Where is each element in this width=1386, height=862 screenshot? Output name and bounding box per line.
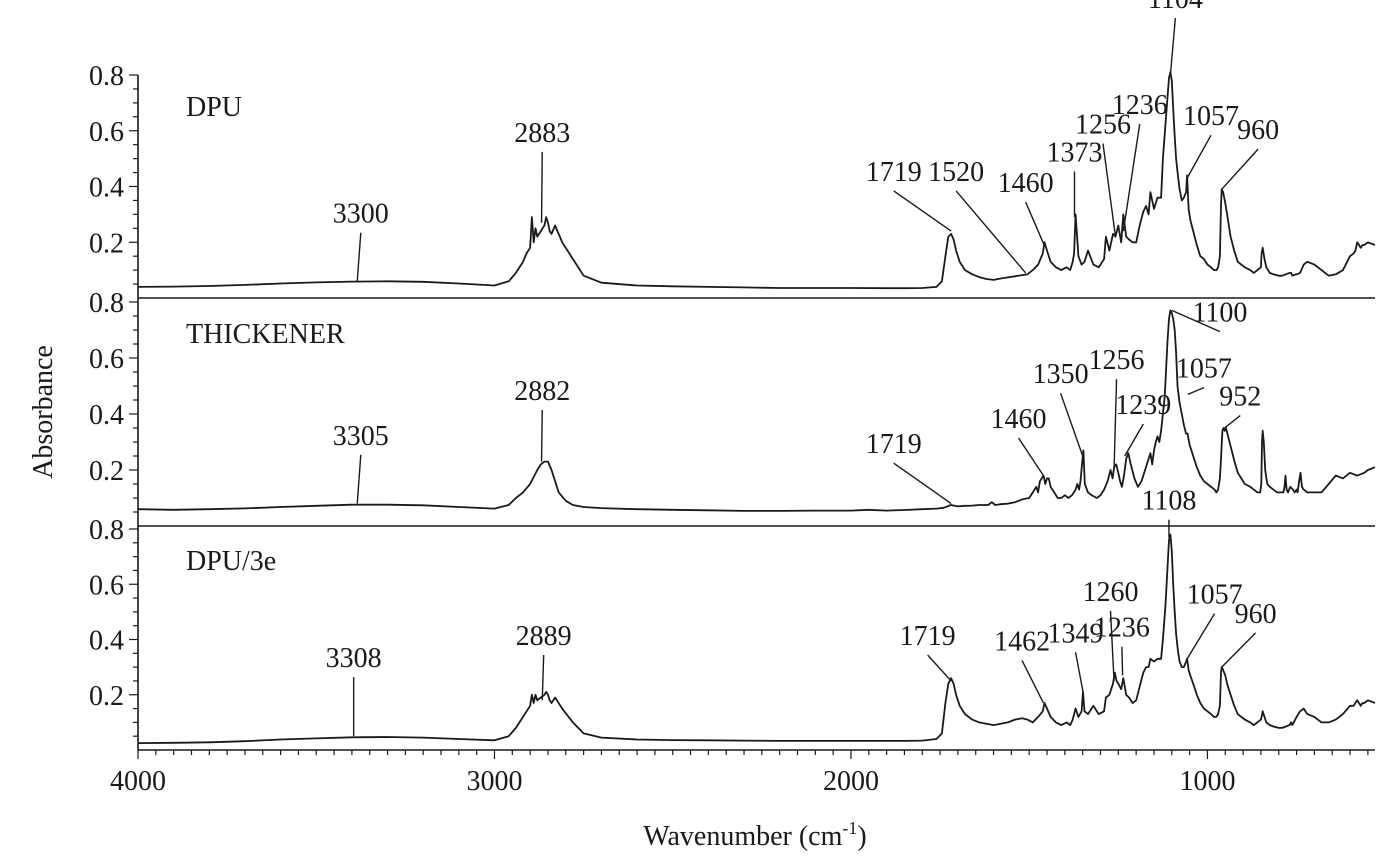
x-axis-label-superscript: -1 xyxy=(842,818,857,838)
peak-label: 1460 xyxy=(998,168,1054,199)
peak-label: 1256 xyxy=(1075,110,1131,141)
peak-label: 952 xyxy=(1219,382,1261,413)
peak-label: 1520 xyxy=(928,157,984,188)
peak-leader-line xyxy=(1017,437,1045,476)
peak-label: 1057 xyxy=(1183,101,1239,132)
peak-leader-line xyxy=(1186,613,1216,660)
peak-label: 1108 xyxy=(1141,486,1196,517)
spectrum-line xyxy=(137,533,1376,744)
peak-label: 1104 xyxy=(1148,0,1203,15)
peak-leader-line xyxy=(1121,646,1124,676)
peak-leader-line xyxy=(893,190,952,232)
y-tick-label: 0.4 xyxy=(89,400,124,431)
x-tick-label: 2000 xyxy=(823,766,879,797)
x-axis: 4000 3000 2000 1000 xyxy=(110,750,1369,797)
x-axis-label-main: Wavenumber (cm xyxy=(643,821,842,852)
peak-label: 1460 xyxy=(991,404,1047,435)
x-tick-label: 4000 xyxy=(110,766,166,797)
peak-label: 3305 xyxy=(333,421,389,452)
peak-leader-line xyxy=(955,190,1027,274)
peak-label: 1350 xyxy=(1033,359,1089,390)
peak-leader-line xyxy=(893,462,952,505)
peak-label: 1236 xyxy=(1112,90,1168,121)
peak-label: 2889 xyxy=(516,621,572,652)
peak-leader-line xyxy=(1124,423,1144,457)
y-tick-label: 0.8 xyxy=(89,61,124,92)
peak-label: 2883 xyxy=(514,118,570,149)
panel-title: THICKENER xyxy=(186,319,345,350)
y-tick-label: 0.6 xyxy=(89,117,124,148)
peak-leader-line xyxy=(541,655,545,701)
y-axis-label: Absorbance xyxy=(28,345,59,479)
peak-label: 1236 xyxy=(1094,613,1150,644)
peak-label: 1100 xyxy=(1192,298,1247,329)
peak-leader-line xyxy=(1221,632,1257,668)
y-tick-label: 0.2 xyxy=(89,228,124,259)
peak-leader-line xyxy=(1169,18,1177,76)
peak-leader-line xyxy=(356,232,362,282)
y-tick-label: 0.6 xyxy=(89,570,124,601)
peak-leader-line xyxy=(540,409,543,462)
x-tick-label: 1000 xyxy=(1179,766,1235,797)
y-tick-label: 0.6 xyxy=(89,344,124,375)
peak-leader-line xyxy=(1171,309,1221,333)
peak-label: 960 xyxy=(1235,599,1277,630)
spectrum-line xyxy=(137,309,1376,512)
peak-leader-line xyxy=(1221,148,1259,190)
peak-label: 1057 xyxy=(1176,354,1232,385)
peak-label: 1462 xyxy=(994,627,1050,658)
peak-leader-line xyxy=(1102,143,1117,237)
x-tick-label: 3000 xyxy=(466,766,522,797)
peak-label: 1349 xyxy=(1048,618,1104,649)
peak-leader-line xyxy=(1186,134,1212,179)
peak-label: 1057 xyxy=(1187,580,1243,611)
y-tick-label: 0.8 xyxy=(89,515,124,546)
peak-leader-line xyxy=(1109,610,1115,681)
panel-title: DPU/3e xyxy=(186,546,276,577)
peak-label: 1719 xyxy=(866,429,922,460)
peak-leader-line xyxy=(927,654,952,682)
peak-label: 1256 xyxy=(1089,345,1145,376)
peak-leader-line xyxy=(1021,660,1045,704)
peak-leader-line xyxy=(540,151,543,223)
peak-leader-line xyxy=(1187,386,1205,396)
peak-leader-line xyxy=(1025,201,1045,246)
peak-label: 3300 xyxy=(333,199,389,230)
peak-label: 960 xyxy=(1237,115,1279,146)
x-axis-label-close: ) xyxy=(857,821,866,852)
y-tick-label: 0.4 xyxy=(89,173,124,204)
peak-label: 1719 xyxy=(900,621,956,652)
peak-label: 1719 xyxy=(866,157,922,188)
peak-leader-line xyxy=(1122,123,1141,232)
peak-label: 1373 xyxy=(1046,137,1102,168)
peak-leader-line xyxy=(356,454,362,504)
y-tick-label: 0.8 xyxy=(89,288,124,319)
peak-label: 1260 xyxy=(1082,577,1138,608)
peak-label: 1239 xyxy=(1115,390,1171,421)
panel-title: DPU xyxy=(186,92,242,123)
x-axis-label: Wavenumber (cm-1) xyxy=(643,818,866,852)
y-tick-label: 0.4 xyxy=(89,626,124,657)
panel-thickener: 0.2 0.4 0.6 0.8 THICKENER 3305 2882 1719 1460 135… xyxy=(89,288,1376,527)
y-tick-label: 0.2 xyxy=(89,681,124,712)
y-tick-label: 0.2 xyxy=(89,456,124,487)
peak-leader-line xyxy=(1224,415,1241,429)
peak-label: 3308 xyxy=(326,643,382,674)
peak-leader-line xyxy=(1113,379,1118,471)
peak-leader-line xyxy=(1074,652,1084,693)
peak-label: 2882 xyxy=(514,376,570,407)
spectrum-line xyxy=(137,71,1376,290)
peak-leader-line xyxy=(1059,392,1084,457)
